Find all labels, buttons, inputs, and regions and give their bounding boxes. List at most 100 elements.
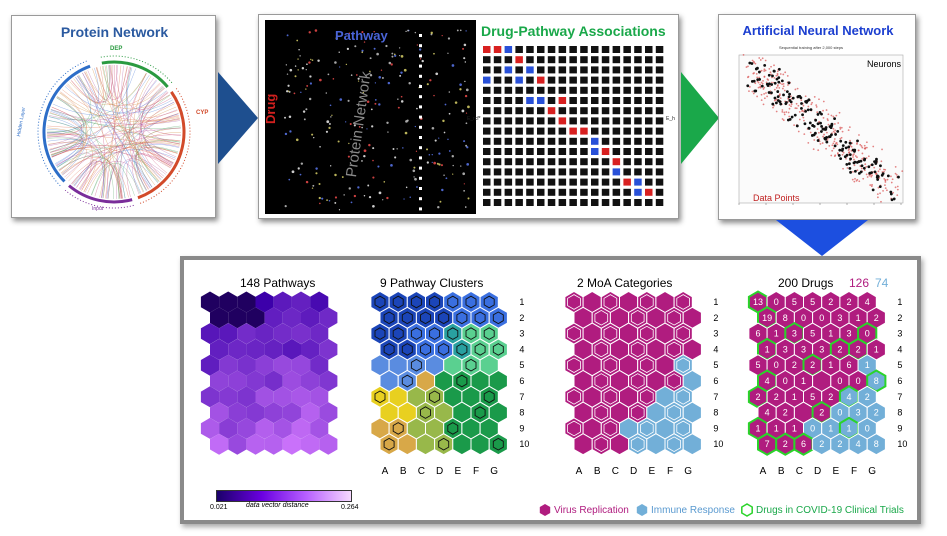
som-hex (255, 291, 274, 313)
association-cell (526, 56, 534, 64)
ann-data-point (796, 87, 799, 90)
ann-data-point (783, 89, 786, 92)
ann-neuron (820, 125, 823, 128)
ann-data-point (788, 107, 791, 110)
legend-trials-hex (741, 503, 753, 517)
matrix-dot (378, 75, 382, 79)
matrix-dot (372, 176, 375, 179)
som-hex (301, 338, 320, 360)
ann-data-point (870, 185, 873, 188)
matrix-dot (381, 76, 384, 79)
som-row-label: 3 (519, 329, 524, 339)
ann-data-point (879, 192, 881, 195)
association-cell (504, 66, 513, 74)
association-cell (645, 46, 653, 53)
ann-neuron (775, 77, 779, 81)
ann-data-point (881, 148, 883, 151)
matrix-dot (460, 165, 462, 167)
association-cell (623, 76, 631, 84)
association-cell (569, 168, 577, 176)
som-hex-inner (420, 406, 431, 419)
association-cell (601, 148, 610, 155)
matrix-marker (419, 85, 422, 88)
ann-data-point (894, 165, 897, 168)
ann-neuron (798, 94, 802, 98)
ann-data-point (754, 82, 757, 85)
matrix-dot (326, 120, 330, 124)
association-cell (504, 168, 513, 176)
ann-neuron (823, 137, 827, 141)
matrix-dot (306, 84, 309, 87)
association-cell (483, 178, 491, 186)
som-row-label: 3 (897, 329, 902, 339)
association-cell (547, 56, 556, 64)
matrix-dot (331, 114, 333, 117)
som-hex (866, 433, 886, 456)
ann-data-point (779, 73, 782, 75)
ann-neuron (772, 69, 776, 73)
matrix-dot (301, 66, 305, 70)
som-drug-count: 2 (755, 392, 760, 402)
som-row-label: 8 (713, 408, 718, 418)
ann-neuron (828, 135, 831, 139)
association-cell (504, 46, 513, 53)
ann-data-point (883, 177, 886, 180)
matrix-dot (405, 186, 408, 189)
ann-neuron (852, 161, 856, 165)
matrix-dot (297, 167, 300, 170)
ann-neuron (765, 82, 769, 86)
association-cell (537, 97, 545, 104)
association-cell (537, 127, 545, 135)
som-drug-count: 4 (865, 297, 870, 307)
matrix-dot (413, 166, 416, 169)
matrix-dot (418, 48, 422, 51)
association-cell (526, 188, 534, 196)
som-drug-count: 0 (856, 376, 861, 386)
som-drug-count: 6 (801, 439, 806, 449)
som-drug-count: 0 (774, 297, 779, 307)
ann-data-point (809, 131, 812, 134)
association-cell (601, 56, 610, 64)
som-drug-count: 1 (774, 423, 779, 433)
association-cell (493, 158, 502, 166)
som-drug-count: 2 (810, 360, 815, 370)
association-cell (515, 97, 523, 104)
circos-link (87, 139, 181, 194)
matrix-dot (390, 63, 393, 66)
matrix-dot (310, 58, 312, 61)
matrix-dot (374, 99, 377, 101)
matrix-dot (448, 91, 451, 93)
matrix-dot (394, 156, 397, 159)
association-cell (547, 188, 556, 196)
som-row-label: 2 (519, 313, 524, 323)
association-cell (655, 46, 664, 53)
ann-data-point (757, 81, 760, 84)
som-hex (264, 338, 283, 360)
som-hex (255, 417, 274, 439)
association-cell (547, 168, 556, 176)
ann-neuron (848, 141, 852, 145)
ann-data-point (782, 119, 785, 122)
ann-neuron (770, 91, 773, 95)
association-cell (634, 158, 642, 166)
som-hex-inner (465, 295, 477, 309)
matrix-dot (372, 159, 374, 162)
som-hex-inner (474, 406, 486, 419)
matrix-dot (328, 199, 331, 202)
som-col-label: B (400, 466, 407, 477)
matrix-dot (355, 74, 358, 76)
association-cell (483, 86, 491, 94)
association-cell (569, 148, 577, 155)
association-cell (580, 188, 588, 196)
circos-link (110, 65, 177, 158)
association-cell (547, 137, 556, 145)
matrix-dot (372, 147, 375, 150)
association-cell (591, 168, 599, 176)
matrix-dot (361, 31, 364, 34)
circos-link (47, 120, 135, 196)
ann-data-point (793, 124, 796, 127)
som-title-clusters: 9 Pathway Clusters (380, 276, 484, 290)
matrix-dot (414, 177, 417, 181)
som-hex (219, 354, 238, 376)
association-cell (558, 56, 567, 64)
